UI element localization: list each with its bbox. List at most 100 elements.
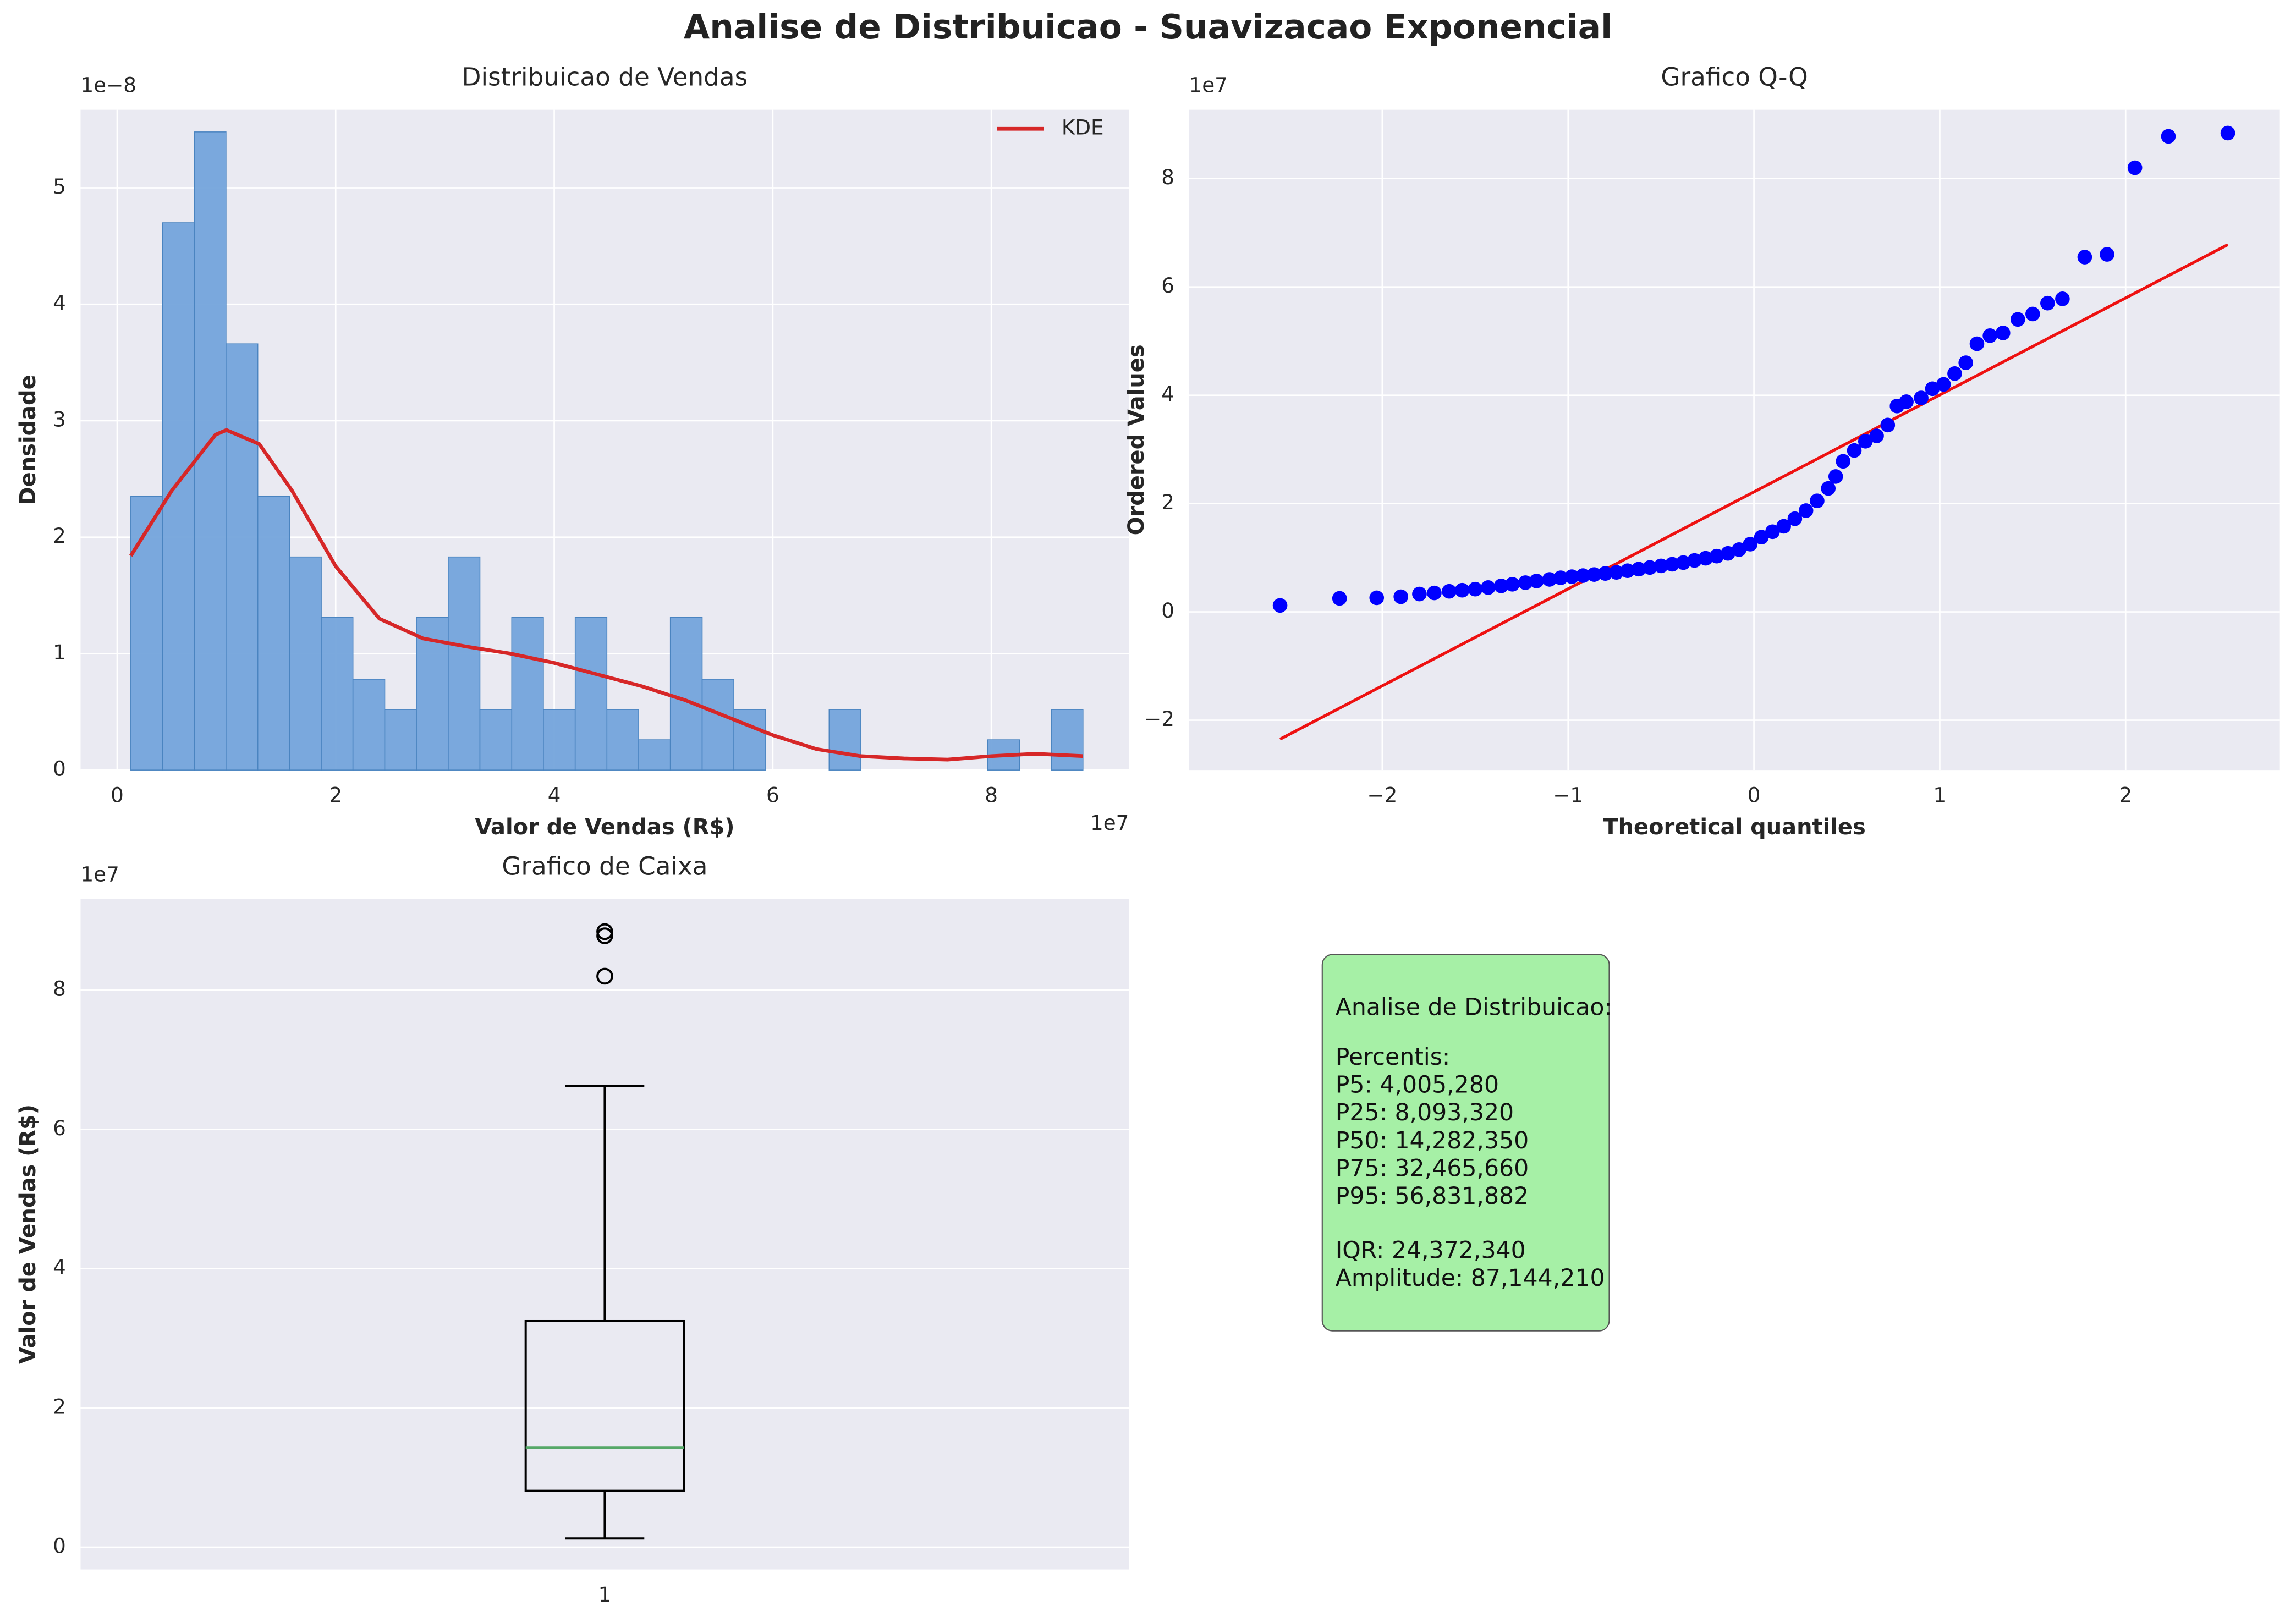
point (1369, 590, 1385, 606)
point (1936, 377, 1951, 392)
point (1393, 589, 1408, 604)
point (1880, 417, 1896, 433)
point (1914, 390, 1929, 405)
text-line: Amplitude: 87,144,210 (1336, 1264, 1605, 1292)
point (1505, 577, 1520, 592)
y-axis-label: Ordered Values (1124, 344, 1149, 535)
bar (543, 709, 576, 771)
y-tick-label: 6 (53, 1116, 66, 1140)
point (1454, 582, 1470, 598)
point (1542, 572, 1557, 587)
y-tick-label: 1 (53, 640, 66, 664)
point (1412, 586, 1427, 602)
bar (194, 131, 227, 771)
point (1821, 481, 1836, 496)
point (1687, 553, 1702, 568)
legend-label: KDE (1062, 115, 1104, 140)
x-tick-label: −2 (1367, 783, 1397, 807)
bar (669, 617, 703, 771)
kde-line (129, 428, 1083, 762)
bar (574, 617, 608, 771)
point (1427, 585, 1442, 601)
bar (130, 496, 163, 771)
text-line: Percentis: (1336, 1043, 1451, 1071)
y-tick-label: 0 (1161, 598, 1174, 623)
outlier (596, 927, 613, 944)
point (1609, 565, 1624, 580)
bar (1051, 709, 1084, 771)
bar (289, 556, 322, 771)
y-tick-label: 2 (53, 524, 66, 548)
point (1743, 537, 1758, 552)
point (1720, 546, 1735, 561)
bar (479, 709, 513, 771)
y-axis-label: Densidade (15, 375, 41, 505)
text-line: P25: 8,093,320 (1336, 1099, 1514, 1126)
x-offset-label: 1e7 (1090, 811, 1129, 835)
subplot-title: Grafico Q-Q (1661, 63, 1808, 92)
y-tick-label: 3 (53, 407, 66, 431)
point (2100, 247, 2114, 262)
point (2127, 160, 2143, 175)
point (1468, 581, 1483, 597)
point (2025, 306, 2040, 322)
point (2055, 291, 2070, 306)
point (1858, 434, 1873, 449)
x-tick-label: 1 (1934, 783, 1947, 807)
x-tick-label: 0 (111, 783, 124, 807)
point (1947, 366, 1962, 381)
subplot-title: Distribuicao de Vendas (462, 63, 748, 92)
y-tick-label: 5 (53, 174, 66, 199)
text-line: P50: 14,282,350 (1336, 1127, 1529, 1154)
x-tick-label: 1 (598, 1582, 612, 1607)
outlier (596, 967, 613, 985)
y-tick-label: 2 (1161, 490, 1174, 514)
point (1899, 394, 1914, 409)
text-line: IQR: 24,372,340 (1336, 1236, 1526, 1264)
point (1620, 563, 1635, 579)
point (1665, 557, 1680, 572)
point (2077, 250, 2092, 265)
point (1732, 542, 1746, 557)
point (1631, 562, 1646, 577)
point (1982, 328, 1997, 343)
point (1481, 580, 1496, 595)
point (1529, 574, 1544, 588)
point (1493, 579, 1509, 593)
point (2040, 295, 2055, 311)
point (1586, 567, 1602, 582)
point (2220, 125, 2235, 141)
x-axis-label: Theoretical quantiles (1603, 815, 1865, 840)
y-tick-label: 0 (53, 1534, 66, 1558)
y-tick-label: 2 (53, 1394, 66, 1418)
y-tick-label: 8 (1161, 165, 1174, 189)
y-tick-label: 4 (53, 1255, 66, 1279)
y-offset-label: 1e7 (80, 862, 119, 886)
point (1776, 519, 1791, 534)
point (1272, 598, 1288, 613)
bar (638, 739, 671, 771)
point (1698, 551, 1713, 566)
x-tick-label: 8 (985, 783, 998, 807)
point (1597, 566, 1613, 581)
y-axis-label: Valor de Vendas (R$) (15, 1104, 41, 1364)
bar (701, 679, 734, 771)
point (1810, 493, 1825, 509)
x-tick-label: 6 (766, 783, 779, 807)
point (1575, 568, 1591, 583)
point (1958, 355, 1974, 370)
subplot-title: Grafico de Caixa (502, 852, 707, 881)
text-line: Analise de Distribuicao: (1336, 994, 1612, 1021)
x-tick-label: 4 (548, 783, 561, 807)
y-tick-label: 8 (53, 977, 66, 1001)
point (1553, 570, 1568, 585)
bar (828, 709, 861, 771)
bar (321, 617, 354, 771)
point (1925, 381, 1940, 397)
bar (733, 709, 766, 771)
y-tick-label: 6 (1161, 273, 1174, 298)
point (1765, 524, 1780, 540)
y-tick-label: 0 (53, 757, 66, 781)
point (1969, 336, 1985, 351)
